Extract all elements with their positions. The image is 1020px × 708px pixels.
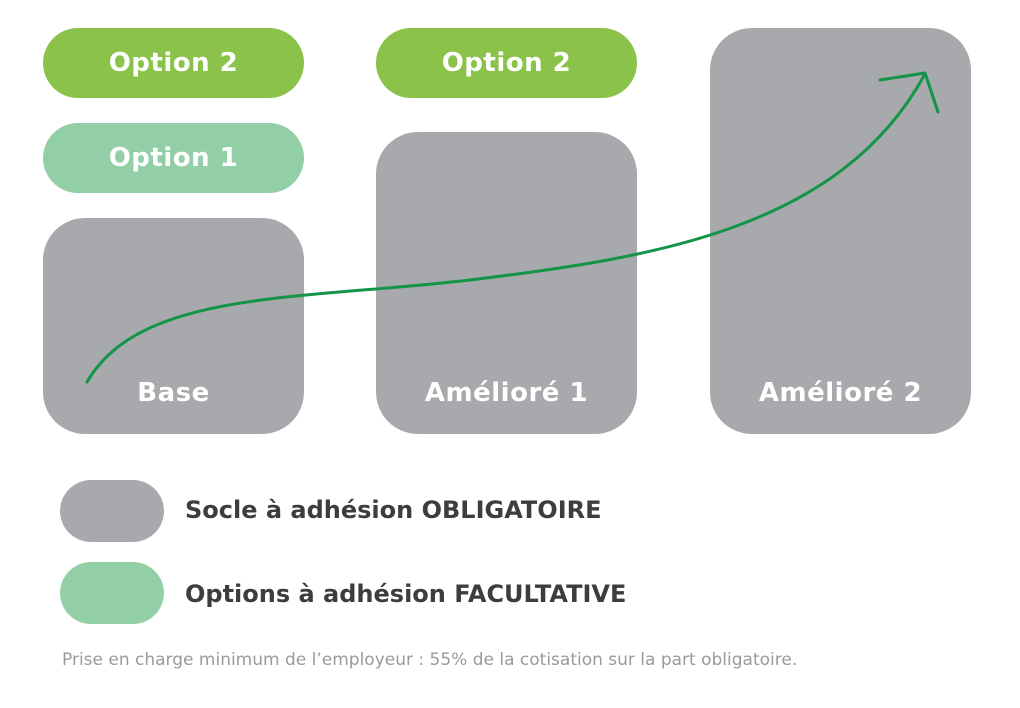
footnote: Prise en charge minimum de l’employeur :… xyxy=(62,650,798,670)
socle-ameliore-1-label: Amélioré 1 xyxy=(424,378,589,408)
socle-ameliore-1: Amélioré 1 xyxy=(376,132,637,434)
option-2-block-ameliore-1: Option 2 xyxy=(376,28,637,98)
option-2-block-base: Option 2 xyxy=(43,28,304,98)
option-2-label: Option 2 xyxy=(441,48,572,78)
socle-base-label: Base xyxy=(137,378,210,408)
legend-label-options: Options à adhésion FACULTATIVE xyxy=(185,580,627,608)
legend-swatch-socle xyxy=(60,480,164,542)
option-1-label: Option 1 xyxy=(108,143,239,173)
legend-label-socle: Socle à adhésion OBLIGATOIRE xyxy=(185,496,602,524)
legend-swatch-options xyxy=(60,562,164,624)
socle-base: Base xyxy=(43,218,304,434)
option-1-block-base: Option 1 xyxy=(43,123,304,193)
option-2-label: Option 2 xyxy=(108,48,239,78)
socle-ameliore-2: Amélioré 2 xyxy=(710,28,971,434)
socle-ameliore-2-label: Amélioré 2 xyxy=(758,378,923,408)
